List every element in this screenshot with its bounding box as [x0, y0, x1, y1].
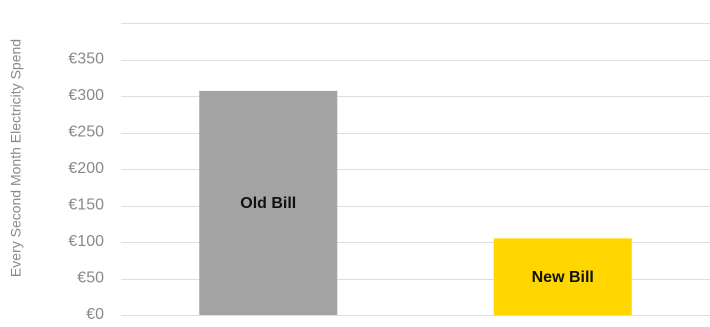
- y-axis-title: Every Second Month Electricity Spend: [8, 39, 24, 277]
- bars: [199, 90, 632, 315]
- y-tick-label: €350: [68, 51, 104, 68]
- y-tick-label: €100: [68, 233, 104, 250]
- y-tick-label: €150: [68, 197, 104, 214]
- bar-label: Old Bill: [240, 195, 296, 212]
- y-tick-label: €0: [86, 306, 104, 323]
- y-axis-tick-labels: €0 €50 €100 €150 €200 €250 €300 €350: [68, 51, 104, 324]
- bar-new-bill: [493, 238, 632, 315]
- bar-labels: Old Bill New Bill: [240, 195, 594, 286]
- bar-old-bill: [199, 90, 338, 315]
- bar-label: New Bill: [532, 269, 594, 286]
- y-tick-label: €50: [77, 270, 104, 287]
- y-tick-label: €250: [68, 124, 104, 141]
- y-tick-label: €200: [68, 160, 104, 177]
- y-tick-label: €300: [68, 87, 104, 104]
